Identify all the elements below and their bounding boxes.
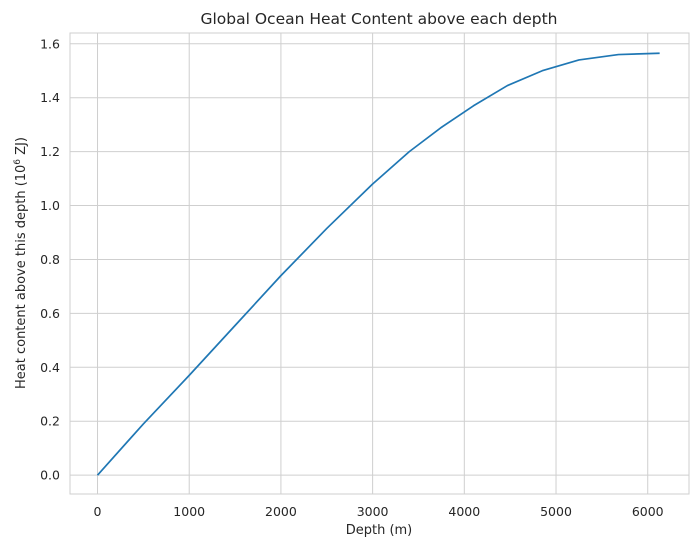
y-tick-label: 0.2 <box>40 414 60 429</box>
x-tick-label: 4000 <box>448 504 480 519</box>
y-axis-label: Heat content above this depth (106 ZJ) <box>13 137 29 389</box>
y-tick-label: 0.8 <box>40 252 60 267</box>
x-axis-label: Depth (m) <box>346 523 413 538</box>
y-tick-label: 0.6 <box>40 306 60 321</box>
y-axis-label-prefix: Heat content above this depth (10 <box>14 165 29 389</box>
tick-labels: 0 1000 2000 3000 4000 5000 6000 0.0 0.2 0.4 0.6 0.8… <box>40 36 664 519</box>
series-line <box>96 52 660 476</box>
x-tick-label: 1000 <box>173 504 205 519</box>
y-axis-label-suffix: ZJ) <box>14 137 29 159</box>
y-tick-label: 1.4 <box>40 90 60 105</box>
y-tick-label: 1.6 <box>40 36 60 51</box>
x-tick-label: 6000 <box>632 504 664 519</box>
series-layer <box>96 52 660 476</box>
x-tick-label: 3000 <box>357 504 389 519</box>
chart-title: Global Ocean Heat Content above each dep… <box>200 10 557 28</box>
grid <box>70 33 689 494</box>
x-tick-label: 2000 <box>265 504 297 519</box>
y-tick-label: 1.2 <box>40 144 60 159</box>
y-tick-label: 0.4 <box>40 360 60 375</box>
y-tick-label: 1.0 <box>40 198 60 213</box>
plot-frame <box>69 32 690 495</box>
y-axis-label-exponent: 6 <box>13 159 23 165</box>
x-tick-label: 0 <box>94 504 102 519</box>
y-tick-label: 0.0 <box>40 468 60 483</box>
x-tick-label: 5000 <box>540 504 572 519</box>
